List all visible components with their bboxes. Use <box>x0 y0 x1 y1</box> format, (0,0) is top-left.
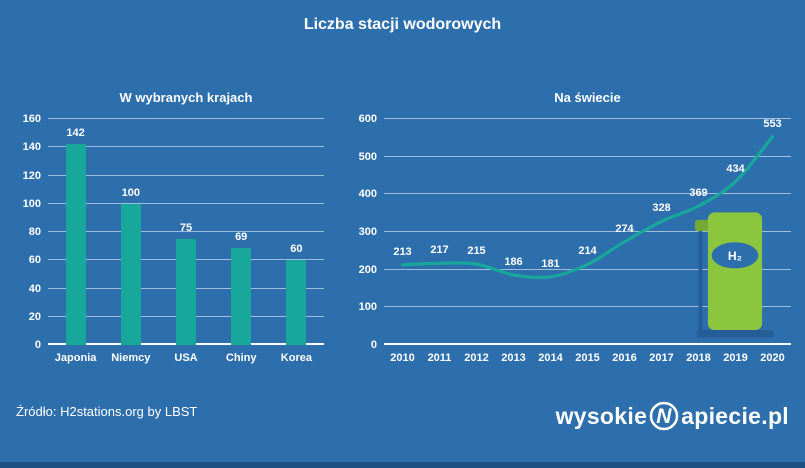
point-value-label: 553 <box>763 117 782 130</box>
pump-ellipse <box>711 242 759 269</box>
logo-text-left: wysokie <box>555 402 648 429</box>
bar-usa <box>176 239 196 345</box>
bar-chiny <box>231 247 252 345</box>
x-tick-label: Korea <box>280 352 312 364</box>
x-axis: Japonia Niemcy USA Chiny Korea <box>48 345 324 367</box>
point-value-label: 369 <box>689 187 708 199</box>
y-tick-label: 160 <box>22 113 41 125</box>
line-chart-world: Na świecie 0 100 200 300 400 500 600 H₂ 213 217… <box>350 90 791 367</box>
x-tick-label: 2020 <box>760 352 785 364</box>
x-tick-label: 2013 <box>501 352 526 364</box>
point-value-label: 186 <box>504 255 523 268</box>
x-tick-label: Japonia <box>54 352 97 364</box>
bar-value-label: 75 <box>179 222 193 235</box>
gridline <box>384 306 791 308</box>
bar-value-label: 69 <box>235 230 248 243</box>
bar-value-label: 60 <box>290 243 303 256</box>
gridline <box>48 174 324 176</box>
bar-chart-countries: W wybranych krajach 0 20 40 60 80 100 120 140 16… <box>14 90 324 367</box>
x-tick-label: USA <box>174 352 198 364</box>
x-tick-label: 2012 <box>464 352 489 364</box>
x-tick-label: 2014 <box>538 352 563 364</box>
gridline <box>384 155 791 157</box>
gridline <box>48 202 324 204</box>
x-tick-label: Chiny <box>225 352 257 364</box>
pump-h2-label: H₂ <box>728 249 742 263</box>
point-value-label: 213 <box>393 245 412 258</box>
bottom-strip <box>0 462 805 468</box>
point-value-label: 434 <box>726 162 745 175</box>
point-value-label: 274 <box>615 222 634 235</box>
gridline <box>384 343 791 345</box>
logo-n-icon: N <box>649 401 679 431</box>
page-title: Liczba stacji wodorowych <box>303 16 502 33</box>
y-tick-label: 0 <box>370 339 377 351</box>
x-tick-label: Niemcy <box>111 352 151 364</box>
gridline <box>48 118 324 119</box>
gridline <box>384 231 791 232</box>
y-tick-label: 200 <box>358 263 377 276</box>
x-axis: 2010 2011 2012 2013 2014 2015 2016 2017 2018 2019… <box>384 345 791 367</box>
x-tick-label: 2019 <box>723 352 748 364</box>
y-axis: 0 20 40 60 80 100 120 140 160 <box>14 113 48 351</box>
gridline <box>48 146 324 148</box>
pump-nozzle <box>694 219 712 232</box>
y-tick-label: 100 <box>22 197 41 210</box>
y-tick-label: 40 <box>28 282 41 295</box>
bar-value-label: 100 <box>121 186 140 199</box>
x-tick-label: 2018 <box>686 352 711 364</box>
logo-n-letter: N <box>656 405 672 428</box>
line-path <box>400 135 775 280</box>
y-tick-label: 300 <box>358 226 377 238</box>
y-tick-label: 80 <box>28 226 41 238</box>
bar-niemcy <box>120 203 141 345</box>
point-value-label: 328 <box>652 202 671 215</box>
chart-body: 0 100 200 300 400 500 600 H₂ 213 217 215 186 181 21… <box>350 113 791 351</box>
chart-title-countries: W wybranych krajach <box>119 90 253 105</box>
point-value-label: 181 <box>541 257 560 270</box>
world-series-line <box>400 135 775 280</box>
y-tick-label: 500 <box>358 150 377 163</box>
bar-value-label: 142 <box>66 127 85 140</box>
point-value-label: 214 <box>578 245 597 258</box>
hydrogen-pump-icon: H₂ <box>694 212 774 338</box>
pump-body <box>707 212 763 330</box>
y-tick-label: 140 <box>22 141 41 154</box>
logo-text-right: apiecie.pl <box>681 402 789 429</box>
y-tick-label: 20 <box>28 310 41 323</box>
plot-area: 142 100 75 69 60 <box>48 118 324 345</box>
charts-row: W wybranych krajach 0 20 40 60 80 100 120 140 16… <box>14 90 791 367</box>
plot-area: H₂ 213 217 215 186 181 214 274 328 369 434 553 <box>384 117 791 345</box>
brand-logo: wysokie N apiecie.pl <box>556 400 789 432</box>
x-tick-label: 2017 <box>649 352 674 364</box>
pump-base <box>696 330 774 338</box>
x-tick-label: 2015 <box>575 352 600 364</box>
x-tick-label: 2011 <box>427 352 452 364</box>
bar-korea <box>286 260 307 345</box>
pump-hose <box>698 231 703 332</box>
chart-body: 0 20 40 60 80 100 120 140 160 142 100 75 69 60 <box>14 113 324 351</box>
y-tick-label: 120 <box>22 169 41 182</box>
point-value-label: 217 <box>430 244 449 257</box>
gridline <box>48 231 324 232</box>
point-value-label: 215 <box>467 245 486 258</box>
y-tick-label: 60 <box>28 254 41 267</box>
chart-title-world: Na świecie <box>554 90 621 105</box>
gridline <box>384 193 791 195</box>
gridline <box>384 118 791 119</box>
y-tick-label: 0 <box>34 339 41 351</box>
source-caption: Źródło: H2stations.org by LBST <box>16 404 198 419</box>
gridline <box>384 268 791 270</box>
x-tick-label: 2016 <box>612 352 637 364</box>
y-tick-label: 100 <box>358 301 377 314</box>
x-tick-label: 2010 <box>390 352 415 364</box>
y-axis: 0 100 200 300 400 500 600 <box>350 113 384 351</box>
bar-japonia <box>65 144 86 345</box>
y-tick-label: 400 <box>358 188 377 201</box>
y-tick-label: 600 <box>358 113 377 125</box>
